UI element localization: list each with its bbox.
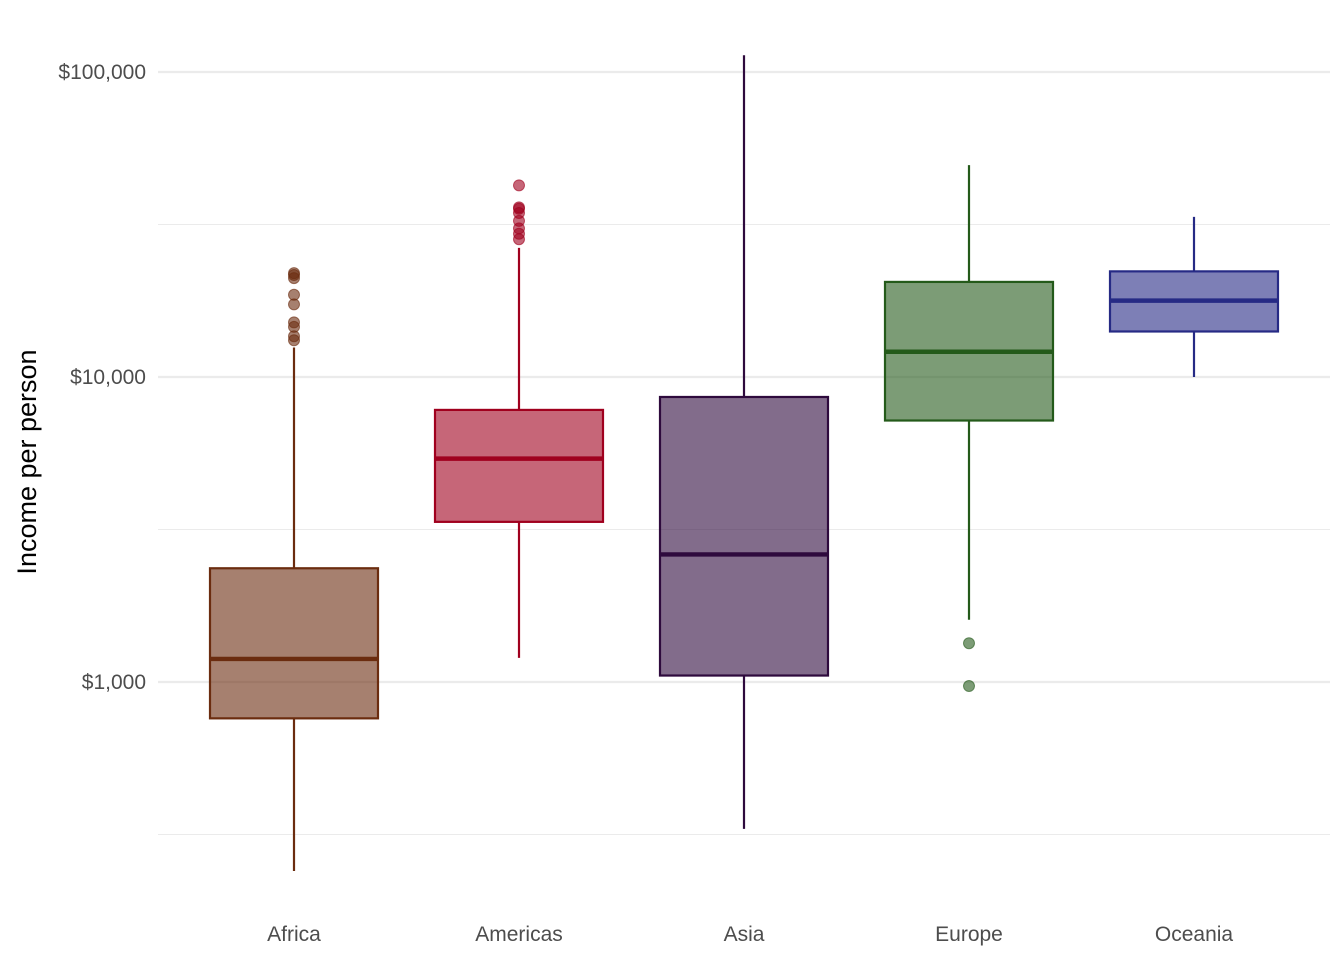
y-tick-label: $10,000 xyxy=(70,366,146,389)
outlier-point xyxy=(288,267,300,280)
outlier-point xyxy=(288,316,300,329)
outlier-point xyxy=(513,179,525,192)
y-axis: $1,000 $10,000 $100,000 xyxy=(58,61,146,694)
box-iqr xyxy=(658,395,830,677)
outlier-point xyxy=(513,201,525,214)
y-tick-label: $100,000 xyxy=(58,61,146,84)
x-axis: Africa Americas Asia Europe Oceania xyxy=(267,923,1233,946)
y-axis-title: Income per person xyxy=(12,349,42,574)
box-iqr xyxy=(433,408,605,523)
x-tick-label: Europe xyxy=(935,923,1003,946)
box-asia xyxy=(658,55,830,829)
box-oceania xyxy=(1108,216,1280,377)
box-americas xyxy=(433,179,605,658)
outlier-point xyxy=(963,637,975,650)
x-tick-label: Africa xyxy=(267,923,321,946)
outlier-point xyxy=(963,680,975,693)
y-tick-label: $1,000 xyxy=(82,671,146,694)
box-europe xyxy=(883,165,1055,693)
x-tick-label: Americas xyxy=(475,923,563,946)
outlier-point xyxy=(288,288,300,301)
boxes xyxy=(208,55,1280,872)
x-tick-label: Oceania xyxy=(1155,923,1234,946)
box-africa xyxy=(208,267,380,872)
x-tick-label: Asia xyxy=(724,923,765,946)
box-iqr xyxy=(208,567,380,720)
